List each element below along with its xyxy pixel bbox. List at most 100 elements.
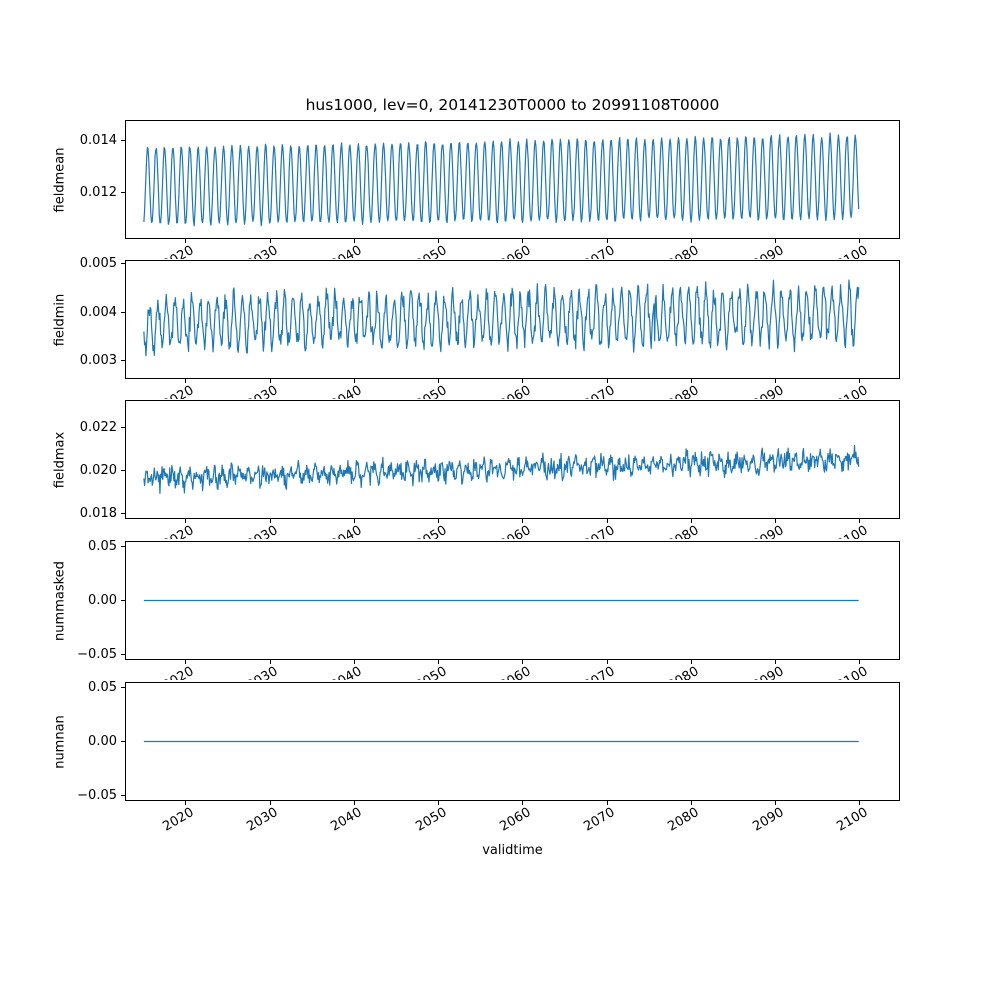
y-tick-mark [121,741,125,742]
plot-canvas-fieldmax [143,444,860,494]
x-tick-label: 2080 [665,383,702,399]
x-tick-label: 2070 [581,805,618,835]
x-tick-label: 2090 [750,243,787,259]
x-tick-label: 2070 [581,664,618,680]
x-tick-label: 2100 [834,383,871,399]
x-tick-label: 2090 [750,805,787,835]
y-tick-label: −0.05 [77,787,117,803]
x-axis-label: validtime [482,843,543,858]
x-tick-mark [353,379,355,383]
x-tick-label: 2100 [834,523,871,539]
x-tick-mark [185,519,187,523]
x-tick-mark [775,519,777,523]
x-tick-mark [522,660,524,664]
x-tick-mark [438,660,440,664]
x-tick-label: 2030 [244,523,281,539]
x-tick-label: 2100 [834,664,871,680]
x-tick-mark [606,801,608,805]
x-tick-labels-clipped: 2020 2030 2040 2050 2060 2070 2080 2090 2100 [125,521,930,539]
x-tick-label: 2050 [413,664,450,680]
plot-canvas-numnan [143,740,859,743]
x-tick-mark [185,379,187,383]
y-tick-label: −0.05 [77,646,117,662]
y-tick-mark [121,360,125,362]
x-tick-label: 2040 [328,805,365,835]
y-tick-mark [121,469,125,471]
x-tick-mark [438,519,440,523]
x-tick-mark [606,519,608,523]
x-tick-mark [269,801,271,805]
x-tick-mark [775,660,777,664]
y-tick-mark [121,546,125,548]
x-tick-labels-clipped: 2020 2030 2040 2050 2060 2070 2080 2090 2100 [125,381,930,399]
x-tick-label: 2040 [328,383,365,399]
x-tick-mark [522,379,524,383]
x-tick-mark [185,801,187,805]
subplot-fieldmin [125,260,900,379]
subplot-fieldmean [125,120,900,239]
y-axis-label-fieldmax: fieldmax [52,431,68,488]
x-tick-mark [438,239,440,243]
x-tick-label: 2040 [328,523,365,539]
x-tick-mark [522,801,524,805]
plot-canvas-fieldmean [143,132,860,227]
x-tick-mark [690,801,692,805]
x-tick-mark [859,519,861,523]
x-tick-mark [859,239,861,243]
y-tick-label: 0.00 [88,734,117,749]
y-tick-label: 0.004 [79,304,117,320]
y-tick-mark [121,600,125,601]
x-tick-label: 2030 [244,664,281,680]
x-tick-label: 2040 [328,243,365,259]
x-tick-mark [775,801,777,805]
x-tick-label: 2080 [665,805,702,835]
x-tick-label: 2020 [160,243,197,259]
y-tick-mark [121,140,125,142]
y-tick-mark [121,191,125,193]
x-tick-label: 2100 [834,805,871,835]
y-tick-label: 0.012 [79,184,117,200]
y-tick-label: 0.003 [79,353,117,369]
chart-title: hus1000, lev=0, 20141230T0000 to 2099110… [305,96,720,114]
y-tick-mark [121,653,125,655]
y-tick-label: 0.05 [88,539,117,555]
x-tick-mark [690,239,692,243]
x-tick-label: 2090 [750,383,787,399]
x-tick-mark [859,660,861,664]
x-tick-label: 2020 [160,523,197,539]
x-tick-mark [690,519,692,523]
x-tick-mark [185,660,187,664]
x-tick-labels: 2020 2030 2040 2050 2060 2070 2080 2090 2100 [125,803,930,843]
line-series-fieldmean [143,132,860,227]
x-tick-label: 2030 [244,805,281,835]
x-tick-label: 2060 [497,383,534,399]
x-tick-label: 2020 [160,805,197,835]
y-axis-label-fieldmean: fieldmean [52,147,68,212]
x-tick-mark [185,239,187,243]
y-tick-mark [121,687,125,689]
x-tick-label: 2060 [497,523,534,539]
x-tick-mark [353,801,355,805]
x-tick-label: 2090 [750,523,787,539]
x-tick-mark [269,519,271,523]
x-tick-label: 2060 [497,243,534,259]
line-series-fieldmax [143,444,860,494]
x-tick-label: 2070 [581,383,618,399]
plot-canvas-nummasked [143,599,859,602]
x-tick-mark [522,519,524,523]
x-tick-label: 2060 [497,805,534,835]
y-tick-label: 0.00 [88,593,117,608]
x-tick-label: 2060 [497,664,534,680]
x-tick-mark [438,379,440,383]
y-tick-label: 0.005 [79,256,117,272]
y-tick-label: 0.014 [79,133,117,149]
x-tick-mark [269,379,271,383]
x-tick-label: 2070 [581,523,618,539]
x-tick-mark [775,239,777,243]
subplot-fieldmax [125,400,900,519]
x-tick-label: 2030 [244,243,281,259]
x-tick-mark [606,379,608,383]
x-tick-labels-clipped: 2020 2030 2040 2050 2060 2070 2080 2090 2100 [125,241,930,259]
subplot-numnan [125,682,900,801]
x-tick-label: 2020 [160,383,197,399]
